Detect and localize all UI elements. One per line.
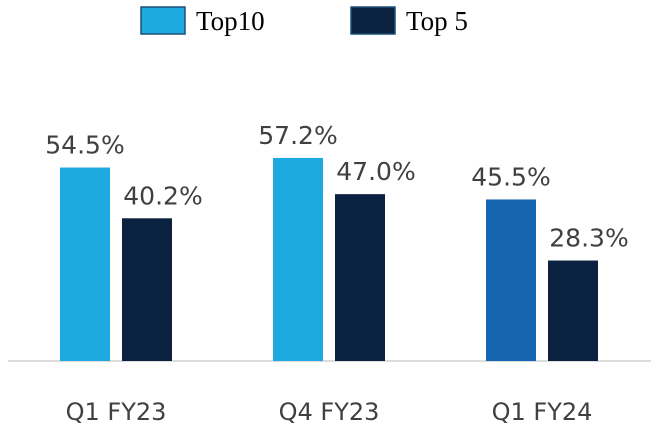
data-label: 40.2%: [123, 181, 202, 210]
data-label: 45.5%: [471, 162, 550, 191]
bar: [486, 199, 536, 361]
legend-swatch: [140, 6, 186, 35]
legend-swatch: [350, 6, 396, 35]
legend-label: Top 5: [406, 6, 468, 36]
bar: [273, 157, 323, 361]
bar: [60, 167, 110, 361]
data-label: 28.3%: [549, 224, 628, 253]
x-tick-label: Q1 FY24: [492, 398, 593, 426]
data-label: 54.5%: [45, 131, 124, 160]
bar: [548, 260, 598, 361]
bar: [335, 194, 385, 361]
data-label: 57.2%: [258, 121, 337, 150]
legend-label: Top10: [196, 6, 265, 36]
x-tick-label: Q1 FY23: [66, 398, 167, 426]
x-tick-label: Q4 FY23: [279, 398, 380, 426]
data-label: 47.0%: [336, 157, 415, 186]
bar: [122, 218, 172, 361]
